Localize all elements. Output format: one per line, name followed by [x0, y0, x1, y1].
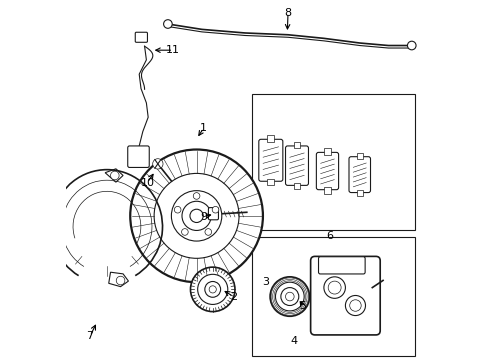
Text: 1: 1 — [200, 123, 207, 133]
Circle shape — [209, 286, 216, 293]
FancyBboxPatch shape — [208, 208, 219, 220]
Circle shape — [205, 282, 220, 297]
Circle shape — [57, 221, 66, 229]
Circle shape — [182, 201, 211, 230]
Bar — [324, 187, 331, 194]
Text: 7: 7 — [87, 331, 94, 341]
Circle shape — [191, 267, 235, 312]
Circle shape — [172, 191, 222, 241]
FancyBboxPatch shape — [286, 146, 309, 185]
Circle shape — [164, 20, 172, 28]
Text: 4: 4 — [291, 336, 298, 346]
Text: 11: 11 — [166, 45, 180, 55]
Bar — [357, 190, 363, 197]
Text: 5: 5 — [299, 301, 307, 311]
Circle shape — [270, 277, 310, 316]
Circle shape — [324, 277, 345, 298]
FancyBboxPatch shape — [317, 152, 339, 190]
FancyBboxPatch shape — [349, 157, 370, 193]
FancyBboxPatch shape — [128, 146, 149, 167]
Bar — [324, 148, 331, 155]
Text: 3: 3 — [262, 277, 270, 287]
Bar — [357, 153, 363, 159]
Circle shape — [408, 41, 416, 50]
Bar — [268, 135, 274, 142]
FancyBboxPatch shape — [135, 32, 147, 42]
Circle shape — [197, 274, 228, 305]
Circle shape — [286, 292, 294, 301]
FancyBboxPatch shape — [259, 139, 283, 181]
Circle shape — [205, 229, 212, 235]
Bar — [252, 237, 416, 356]
Circle shape — [153, 159, 163, 169]
Circle shape — [182, 229, 188, 235]
Bar — [252, 94, 416, 230]
Circle shape — [212, 206, 219, 213]
Circle shape — [281, 288, 299, 306]
Circle shape — [111, 171, 119, 180]
Text: 8: 8 — [285, 8, 292, 18]
Bar — [294, 142, 300, 148]
Circle shape — [328, 281, 341, 294]
Circle shape — [350, 300, 361, 311]
Circle shape — [116, 276, 125, 285]
Text: 9: 9 — [200, 212, 207, 221]
Text: 2: 2 — [230, 292, 237, 302]
Circle shape — [154, 174, 239, 258]
FancyBboxPatch shape — [318, 257, 365, 274]
FancyBboxPatch shape — [311, 256, 380, 335]
Bar — [268, 179, 274, 185]
Circle shape — [174, 206, 181, 213]
Bar — [294, 183, 300, 189]
Circle shape — [275, 282, 304, 311]
Circle shape — [130, 149, 263, 282]
Circle shape — [345, 296, 366, 316]
Text: 10: 10 — [141, 177, 154, 188]
Circle shape — [193, 193, 200, 199]
Text: 6: 6 — [326, 231, 333, 240]
Circle shape — [190, 209, 203, 222]
